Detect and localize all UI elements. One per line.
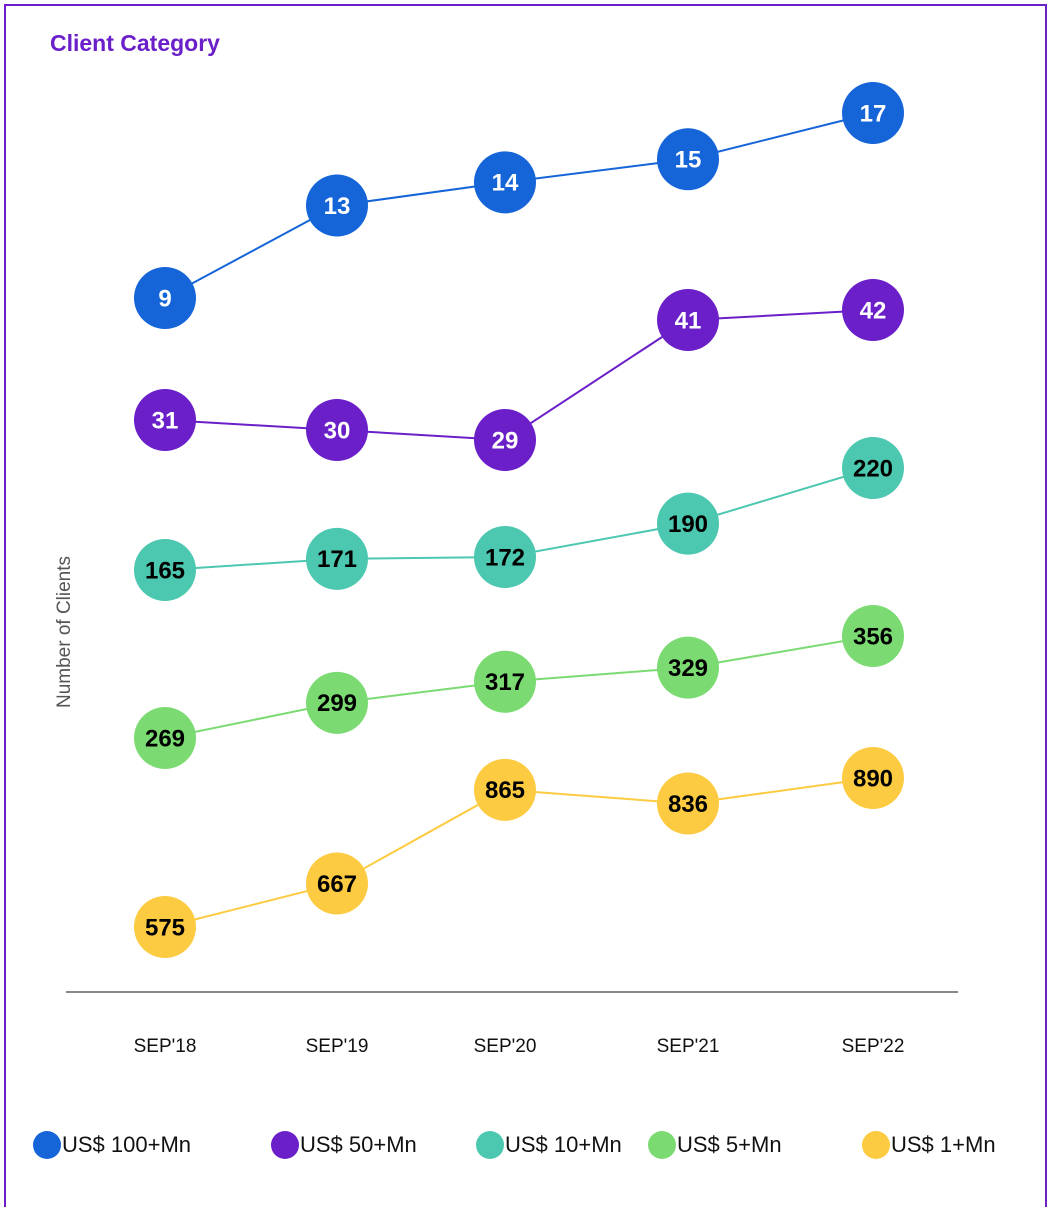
- legend-swatch: [476, 1131, 504, 1159]
- legend-label: US$ 10+Mn: [505, 1132, 622, 1157]
- point: [842, 82, 904, 144]
- data-label: 356: [853, 623, 893, 650]
- data-label: 667: [317, 871, 357, 898]
- point: [657, 128, 719, 191]
- data-label: 13: [324, 193, 351, 220]
- x-tick-label: SEP'18: [134, 1036, 197, 1057]
- legend-label: US$ 5+Mn: [677, 1132, 782, 1157]
- legend-swatch: [33, 1131, 61, 1159]
- point: [657, 289, 719, 351]
- legend-label: US$ 50+Mn: [300, 1132, 417, 1157]
- point: [134, 539, 196, 601]
- data-label: 29: [492, 427, 519, 454]
- legend-swatch: [648, 1131, 676, 1159]
- point: [842, 279, 904, 341]
- data-label: 171: [317, 546, 357, 573]
- point: [474, 758, 536, 821]
- data-label: 172: [485, 544, 525, 571]
- data-label: 836: [668, 791, 708, 818]
- data-label: 269: [145, 725, 185, 752]
- data-label: 9: [158, 285, 171, 312]
- data-label: 41: [675, 307, 702, 334]
- point: [306, 174, 368, 237]
- data-label: 220: [853, 455, 893, 482]
- point: [474, 526, 536, 589]
- point: [842, 605, 904, 667]
- x-tick-label: SEP'20: [474, 1036, 537, 1057]
- data-label: 329: [668, 655, 708, 682]
- point: [474, 151, 536, 214]
- x-tick-label: SEP'19: [306, 1036, 369, 1057]
- point: [306, 399, 368, 461]
- point: [842, 437, 904, 499]
- y-axis-label: Number of Clients: [54, 556, 75, 708]
- data-label: 575: [145, 914, 185, 941]
- x-tick-label: SEP'22: [842, 1036, 905, 1057]
- point: [134, 896, 196, 958]
- legend-label: US$ 100+Mn: [62, 1132, 191, 1157]
- point: [474, 650, 536, 713]
- point: [306, 671, 368, 734]
- legend-swatch: [862, 1131, 890, 1159]
- point: [474, 409, 536, 471]
- data-label: 42: [860, 297, 887, 324]
- legend-swatch: [271, 1131, 299, 1159]
- point: [842, 747, 904, 809]
- point: [306, 852, 368, 915]
- x-tick-label: SEP'21: [657, 1036, 720, 1057]
- point: [134, 707, 196, 769]
- data-label: 890: [853, 765, 893, 792]
- point: [657, 772, 719, 835]
- frame: [4, 4, 1047, 1212]
- data-label: 15: [675, 147, 702, 174]
- point: [306, 527, 368, 590]
- data-label: 317: [485, 669, 525, 696]
- legend-label: US$ 1+Mn: [891, 1132, 996, 1157]
- data-label: 14: [492, 170, 519, 197]
- data-label: 17: [860, 100, 887, 127]
- data-label: 299: [317, 690, 357, 717]
- data-label: 165: [145, 557, 185, 584]
- data-label: 865: [485, 777, 525, 804]
- point: [657, 636, 719, 699]
- point: [657, 492, 719, 555]
- data-label: 30: [324, 417, 351, 444]
- point: [134, 267, 196, 329]
- point: [134, 389, 196, 451]
- chart-title: Client Category: [50, 30, 220, 56]
- data-label: 31: [152, 407, 179, 434]
- data-label: 190: [668, 511, 708, 538]
